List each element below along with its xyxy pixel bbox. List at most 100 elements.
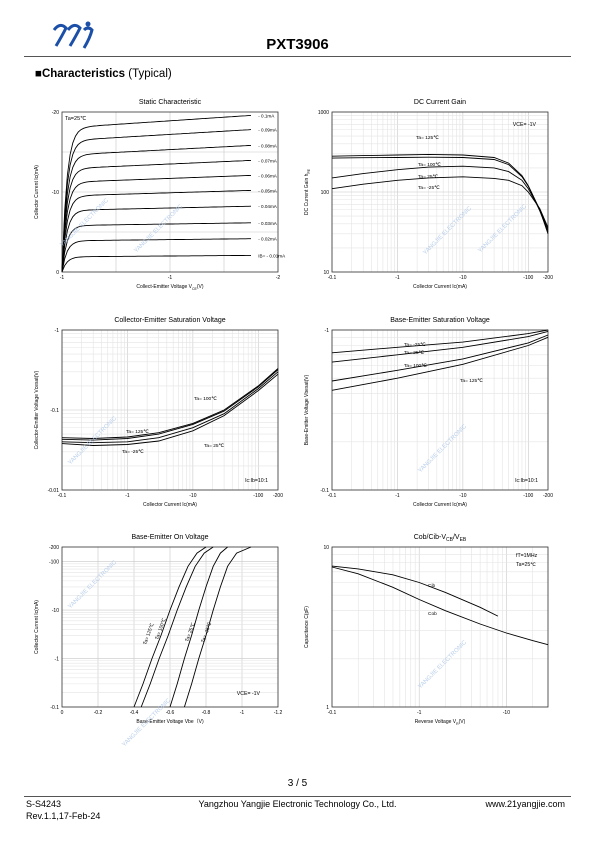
x-tick-label: -200 — [543, 493, 553, 499]
y-tick-label: 100 — [321, 190, 330, 196]
chart-annotation: Ta=25℃ — [516, 562, 536, 568]
chart-title: Base-Emitter On Voltage — [131, 534, 208, 541]
footer-company: Yangzhou Yangjie Electronic Technology C… — [198, 799, 397, 809]
chart-title: Cob/Cib-VCB/VEB — [414, 534, 467, 543]
chart-static-characteristic: Static Characteristic Collect-Emitter Vol… — [28, 92, 298, 302]
chart-capacitance: Cob/Cib-VCB/VEB Reverse Voltage VR(V) Capa… — [298, 527, 568, 737]
y-tick-label: -20 — [52, 110, 59, 116]
series-label: Ta= 25℃ — [418, 174, 439, 180]
y-tick-label: -0.1 — [50, 408, 59, 414]
series-line — [61, 371, 279, 444]
series-label: Ta= 125℃ — [460, 378, 483, 384]
chart-annotation: fT=1MHz — [516, 553, 538, 559]
series-line — [331, 156, 549, 232]
x-tick-label: -200 — [543, 275, 553, 281]
series-line — [61, 114, 252, 273]
y-tick-label: -1 — [55, 328, 60, 334]
y-axis-label: DC Current Gain hFE — [304, 168, 311, 215]
series-label: - 0.02mA — [258, 237, 278, 242]
plot-frame — [331, 546, 549, 708]
series-line — [61, 373, 279, 446]
x-tick-label: -10 — [503, 710, 510, 716]
x-tick-label: -2 — [276, 275, 281, 281]
x-tick-label: -0.4 — [130, 710, 139, 716]
x-tick-label: -0.1 — [328, 493, 337, 499]
series-label: Ta= 100℃ — [154, 617, 168, 641]
x-tick-label: -1 — [240, 710, 245, 716]
x-tick-label: -100 — [253, 493, 263, 499]
section-title: Characteristics — [41, 68, 126, 80]
y-tick-label: 10 — [323, 545, 329, 551]
chart-be-saturation-voltage: Base-Emitter Saturation Voltage Collector… — [298, 310, 568, 520]
x-tick-label: -10 — [459, 493, 466, 499]
x-tick-label: 0 — [61, 710, 64, 716]
x-axis-label: Collect-Emitter Voltage VCE(V) — [136, 284, 203, 291]
chart-svg: DC Current Gain Collector Current Ic(mA) D… — [304, 99, 553, 290]
series-label: Ta= -25℃ — [404, 342, 426, 348]
y-tick-label: -0.1 — [50, 705, 59, 711]
chart-annotation: Ta=25℃ — [65, 116, 87, 122]
chart-title: Base-Emitter Saturation Voltage — [390, 317, 490, 324]
series-line — [331, 565, 499, 617]
footer-doc-id: S-S4243 — [26, 799, 62, 809]
y-axis-label: Capacitance C(pF) — [304, 606, 310, 648]
x-tick-label: -100 — [523, 493, 533, 499]
x-tick-label: -0.1 — [328, 275, 337, 281]
x-tick-label: -0.1 — [328, 710, 337, 716]
x-tick-label: -0.6 — [166, 710, 175, 716]
series-label: - 0.03mA — [258, 221, 278, 226]
series-label: Ta= -25℃ — [122, 449, 144, 455]
series-line — [61, 222, 251, 273]
y-tick-label: 1 — [326, 705, 329, 711]
series-label: - 0.05mA — [258, 188, 278, 193]
y-tick-label: -10 — [52, 190, 59, 196]
series-line — [61, 205, 252, 273]
x-axis-label: Collector Current Ic(mA) — [413, 284, 467, 290]
chart-be-on-voltage: Base-Emitter On Voltage Base-Emitter Volt… — [28, 527, 298, 737]
document-title: PXT3906 — [266, 36, 329, 53]
x-tick-label: -10 — [189, 493, 196, 499]
y-tick-label: -0.01 — [48, 488, 60, 494]
series-label: - 0.08mA — [258, 143, 278, 148]
section-heading: ■Characteristics (Typical) — [35, 68, 172, 80]
chart-svg: Cob/Cib-VCB/VEB Reverse Voltage VR(V) Capa… — [304, 534, 549, 726]
chart-annotation: VCE= -1V — [237, 691, 261, 697]
page-number: 3 / 5 — [287, 778, 308, 789]
x-axis-label: Collector Current Ic(mA) — [143, 502, 197, 508]
footer-divider — [24, 796, 571, 797]
series-label: - 0.1mA — [258, 113, 275, 118]
chart-dc-current-gain: DC Current Gain Collector Current Ic(mA) D… — [298, 92, 568, 302]
chart-ce-saturation-voltage: Collector-Emitter Saturation Voltage Coll… — [28, 310, 298, 520]
series-line — [61, 174, 252, 273]
series-line — [61, 368, 279, 439]
series-line — [61, 238, 251, 273]
x-tick-label: -1.2 — [274, 710, 283, 716]
plot-frame — [331, 329, 549, 491]
series-line — [61, 254, 251, 273]
chart-svg: Base-Emitter Saturation Voltage Collector… — [304, 317, 553, 508]
series-line — [61, 189, 252, 273]
y-tick-label: 10 — [323, 270, 329, 276]
series-line — [331, 336, 549, 391]
x-tick-label: -1 — [60, 275, 65, 281]
x-tick-label: -0.8 — [202, 710, 211, 716]
x-axis-label: Collector Current Ic(mA) — [413, 502, 467, 508]
y-tick-label: -0.1 — [320, 488, 329, 494]
company-logo — [50, 18, 100, 54]
series-line — [331, 334, 549, 382]
chart-annotation: VCE= -1V — [513, 122, 537, 128]
section-bullet: ■ — [35, 68, 42, 80]
x-tick-label: -100 — [523, 275, 533, 281]
footer-revision: Rev.1.1,17-Feb-24 — [26, 811, 101, 821]
x-tick-label: -10 — [459, 275, 466, 281]
plot-frame — [61, 329, 279, 491]
series-label: Ta= -25℃ — [418, 185, 440, 191]
series-label: Cob — [428, 611, 437, 617]
series-line — [183, 546, 252, 708]
series-line — [61, 369, 279, 441]
y-tick-label: -1 — [325, 328, 330, 334]
series-label: Ta= 125℃ — [416, 135, 439, 141]
x-tick-label: -0.2 — [94, 710, 103, 716]
plot-frame — [61, 111, 279, 273]
series-line — [133, 546, 207, 708]
